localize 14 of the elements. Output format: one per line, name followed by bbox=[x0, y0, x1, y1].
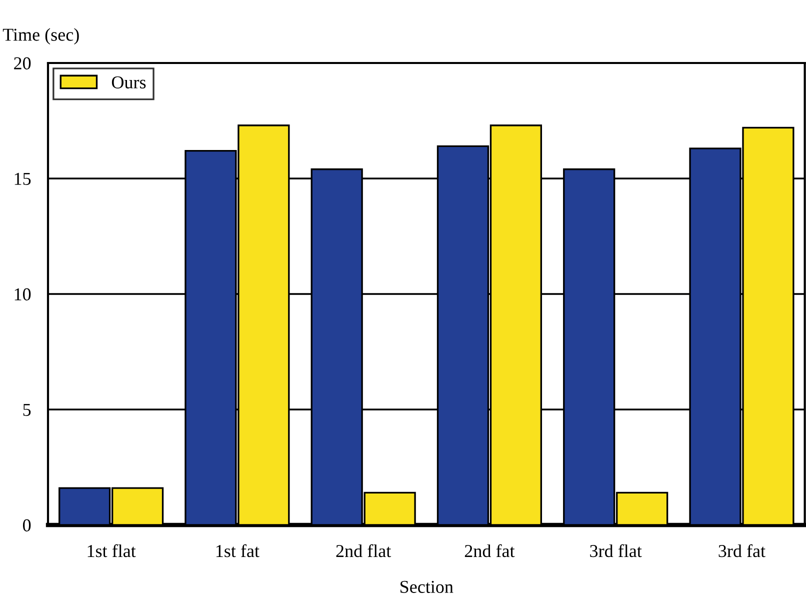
x-tick-label: 2nd flat bbox=[336, 544, 392, 558]
x-axis-title: Section bbox=[400, 580, 454, 593]
legend-label: Ours bbox=[112, 76, 146, 88]
y-axis-title: Time (sec) bbox=[2, 28, 79, 45]
y-tick-label: 0 bbox=[22, 519, 31, 532]
y-tick-label: 5 bbox=[23, 404, 31, 416]
y-tick-label: 10 bbox=[14, 288, 31, 300]
x-tick-label: 3rd flat bbox=[590, 544, 642, 558]
y-tick-label: 20 bbox=[14, 57, 31, 70]
x-tick-label: 1st flat bbox=[88, 544, 136, 558]
y-tick-label: 15 bbox=[14, 172, 31, 185]
x-tick-label: 1st fat bbox=[216, 544, 260, 558]
x-tick-label: 2nd fat bbox=[464, 544, 515, 558]
x-tick-label: 3rd fat bbox=[718, 544, 766, 558]
